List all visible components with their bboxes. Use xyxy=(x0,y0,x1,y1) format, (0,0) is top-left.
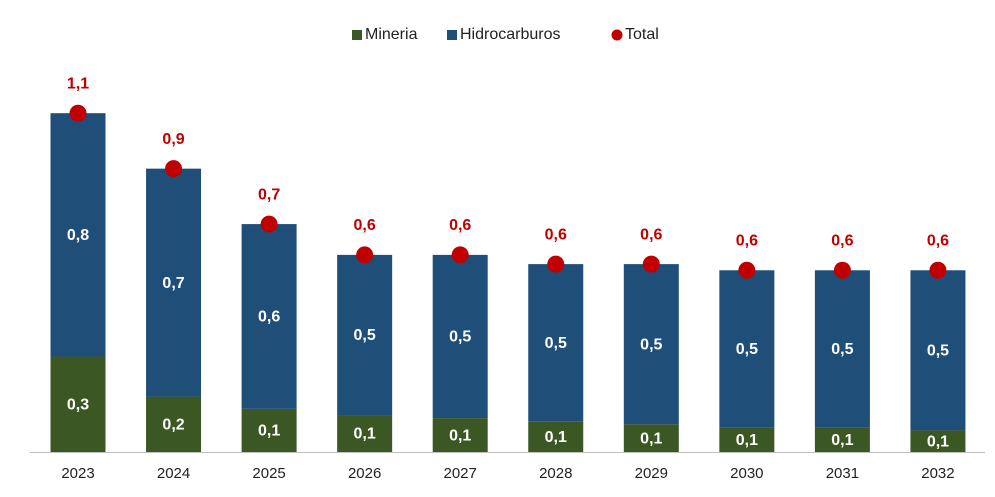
total-label: 1,1 xyxy=(67,75,89,92)
segment-label: 0,5 xyxy=(640,336,662,353)
bar-segment xyxy=(337,254,393,416)
x-tick-label: 2031 xyxy=(826,465,859,482)
x-tick-label: 2023 xyxy=(61,465,94,482)
segment-label: 0,1 xyxy=(258,423,280,440)
bar-segment xyxy=(241,408,297,452)
legend-swatch xyxy=(352,30,362,40)
segment-label: 0,2 xyxy=(162,416,184,433)
bar-segment xyxy=(528,421,584,452)
total-label: 0,7 xyxy=(258,186,280,203)
total-label: 0,6 xyxy=(736,232,758,249)
total-dot xyxy=(547,255,565,273)
segment-label: 0,5 xyxy=(736,341,758,358)
bar-segment xyxy=(623,264,679,425)
total-dot xyxy=(929,261,947,279)
bar-segment xyxy=(50,113,106,357)
bar-segment xyxy=(623,424,679,452)
legend-swatch xyxy=(611,29,623,41)
total-dot xyxy=(451,246,469,264)
segment-label: 0,5 xyxy=(354,327,376,344)
segment-label: 0,1 xyxy=(927,433,949,450)
bar-segment xyxy=(337,415,393,452)
segment-label: 0,5 xyxy=(831,341,853,358)
bar-segment xyxy=(910,430,966,452)
bar-segment xyxy=(432,418,488,452)
segment-label: 0,7 xyxy=(162,275,184,292)
x-tick-label: 2024 xyxy=(157,465,190,482)
x-tick-label: 2025 xyxy=(252,465,285,482)
bar-segment xyxy=(241,224,297,409)
x-tick-label: 2028 xyxy=(539,465,572,482)
bar-segment xyxy=(146,168,202,397)
total-label: 0,6 xyxy=(927,232,949,249)
total-label: 0,6 xyxy=(640,226,662,243)
bar-segment xyxy=(432,254,488,419)
total-dot xyxy=(642,255,660,273)
legend-label: Total xyxy=(625,26,659,43)
segment-label: 0,5 xyxy=(449,329,471,346)
x-tick-label: 2030 xyxy=(730,465,763,482)
bar-segment xyxy=(814,270,870,428)
x-tick-label: 2027 xyxy=(444,465,477,482)
segment-label: 0,1 xyxy=(831,432,853,449)
segment-label: 0,1 xyxy=(640,430,662,447)
total-label: 0,6 xyxy=(354,217,376,234)
total-label: 0,9 xyxy=(162,131,184,148)
legend-label: Hidrocarburos xyxy=(460,26,560,43)
total-label: 0,6 xyxy=(449,217,471,234)
segment-label: 0,1 xyxy=(545,429,567,446)
legend-swatch xyxy=(447,30,457,40)
total-dot xyxy=(356,246,374,264)
total-dot xyxy=(165,160,183,178)
total-dot xyxy=(69,104,87,122)
x-tick-label: 2029 xyxy=(635,465,668,482)
total-label: 0,6 xyxy=(545,226,567,243)
x-tick-label: 2032 xyxy=(921,465,954,482)
segment-label: 0,5 xyxy=(545,335,567,352)
bar-segment xyxy=(146,396,202,452)
segment-label: 0,1 xyxy=(354,426,376,443)
bar-segment xyxy=(814,427,870,452)
legend-label: Mineria xyxy=(365,26,418,43)
total-dot xyxy=(833,261,851,279)
segment-label: 0,3 xyxy=(67,396,89,413)
segment-label: 0,5 xyxy=(927,343,949,360)
bar-segment xyxy=(910,270,966,431)
segment-label: 0,1 xyxy=(736,432,758,449)
bar-segment xyxy=(50,356,106,452)
bar-segment xyxy=(719,270,775,428)
bar-segment xyxy=(719,427,775,452)
total-dot xyxy=(738,261,756,279)
segment-label: 0,6 xyxy=(258,309,280,326)
segment-label: 0,1 xyxy=(449,427,471,444)
x-tick-label: 2026 xyxy=(348,465,381,482)
total-dot xyxy=(260,215,278,233)
bar-segment xyxy=(528,264,584,422)
total-label: 0,6 xyxy=(831,232,853,249)
segment-label: 0,8 xyxy=(67,227,89,244)
